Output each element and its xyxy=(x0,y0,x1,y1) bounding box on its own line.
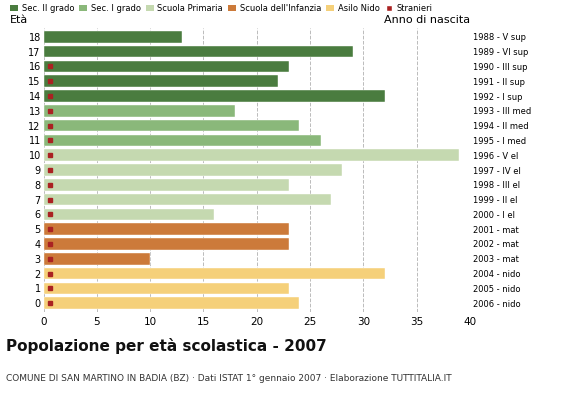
Bar xyxy=(44,164,342,176)
Bar xyxy=(44,120,299,131)
Bar xyxy=(44,135,321,146)
Bar xyxy=(44,268,385,279)
Bar xyxy=(44,31,182,43)
Bar xyxy=(44,150,459,161)
Bar xyxy=(44,46,353,58)
Bar xyxy=(44,76,278,87)
Text: COMUNE DI SAN MARTINO IN BADIA (BZ) · Dati ISTAT 1° gennaio 2007 · Elaborazione : COMUNE DI SAN MARTINO IN BADIA (BZ) · Da… xyxy=(6,374,451,383)
Bar xyxy=(44,194,331,205)
Bar xyxy=(44,297,299,309)
Bar xyxy=(44,105,235,117)
Bar xyxy=(44,179,289,190)
Text: Popolazione per età scolastica - 2007: Popolazione per età scolastica - 2007 xyxy=(6,338,327,354)
Text: Età: Età xyxy=(9,15,28,25)
Bar xyxy=(44,282,289,294)
Bar xyxy=(44,90,385,102)
Bar xyxy=(44,238,289,250)
Bar xyxy=(44,253,150,264)
Text: Anno di nascita: Anno di nascita xyxy=(384,15,470,25)
Bar xyxy=(44,61,289,72)
Bar xyxy=(44,209,214,220)
Bar xyxy=(44,223,289,235)
Legend: Sec. II grado, Sec. I grado, Scuola Primaria, Scuola dell'Infanzia, Asilo Nido, : Sec. II grado, Sec. I grado, Scuola Prim… xyxy=(10,4,432,13)
